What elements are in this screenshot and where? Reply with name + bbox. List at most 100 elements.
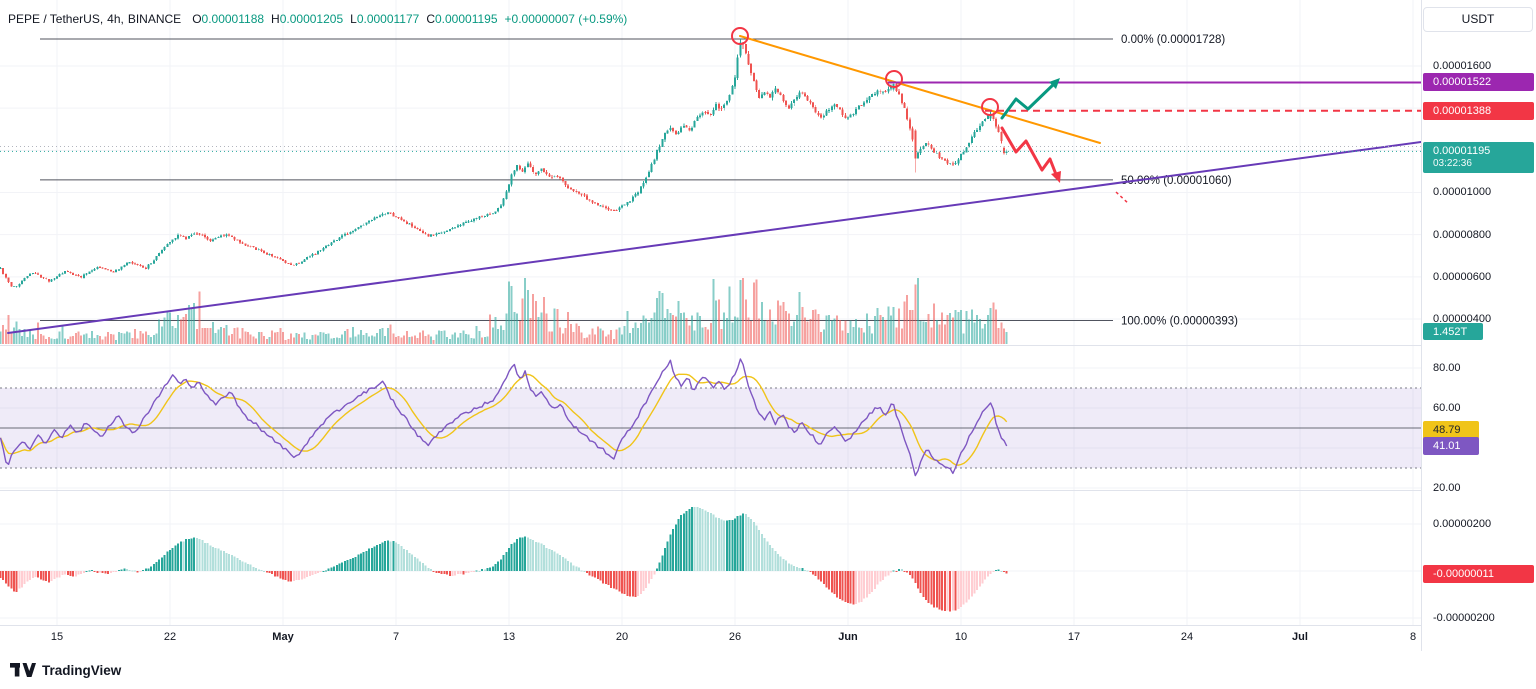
candle-body — [497, 208, 500, 212]
lower-high-circle-1[interactable] — [731, 27, 749, 45]
rsi-line[interactable] — [0, 358, 1008, 477]
volume-bar — [362, 334, 365, 344]
macd-bar — [976, 571, 979, 590]
candle-body — [440, 232, 443, 234]
candle-body — [357, 227, 360, 230]
tradingview-logo-icon[interactable] — [10, 662, 36, 678]
volume-bar — [798, 291, 801, 344]
macd-bar — [109, 571, 112, 574]
macd-bar — [389, 541, 392, 571]
candle-body — [951, 163, 954, 165]
candle-body — [626, 202, 629, 206]
volume-bar — [626, 311, 629, 344]
badge-value: 1.452T — [1433, 325, 1468, 338]
macd-bar — [249, 564, 252, 571]
candle-body — [669, 128, 672, 130]
candle-body — [890, 86, 893, 89]
lower-high-circle-2[interactable] — [885, 70, 903, 88]
tradingview-brand[interactable]: TradingView — [42, 662, 122, 678]
candle-body — [884, 91, 887, 92]
volume-bar — [214, 333, 217, 344]
volume-bar — [333, 338, 336, 344]
macd-bar — [537, 542, 540, 571]
volume-bar — [951, 317, 954, 344]
bullish-scenario-arrow-head[interactable] — [1049, 78, 1060, 89]
candle-body — [720, 108, 723, 110]
macd-bar — [187, 539, 190, 571]
rsi-pane[interactable] — [0, 345, 1421, 490]
volume-bar — [325, 334, 328, 344]
macd-bar — [957, 571, 960, 610]
volume-bar — [758, 318, 761, 344]
interval-label[interactable]: 4h, — [107, 12, 124, 26]
bearish-scenario-arrow[interactable] — [1000, 126, 1059, 179]
candle-body — [279, 258, 282, 260]
volume-bar — [201, 327, 204, 344]
volume-bar — [368, 336, 371, 344]
candle-body — [362, 224, 365, 226]
macd-bar — [814, 571, 817, 576]
macd-bar — [99, 571, 102, 573]
macd-pane[interactable] — [0, 490, 1421, 625]
volume-bar — [599, 328, 602, 344]
time-axis[interactable] — [0, 625, 1421, 651]
volume-bar — [779, 305, 782, 344]
candle-body — [306, 257, 309, 260]
bullish-scenario-arrow[interactable] — [1000, 80, 1058, 120]
price-pane[interactable]: 0.00% (0.00001728)50.00% (0.00001060)100… — [0, 0, 1421, 345]
candle-body — [505, 191, 508, 199]
candle-body — [220, 235, 223, 238]
volume-bar — [101, 339, 104, 344]
candle-body — [7, 277, 10, 283]
volume-bar — [335, 337, 338, 344]
currency-button[interactable]: USDT — [1423, 7, 1533, 32]
candle-body — [1000, 131, 1003, 142]
candle-body — [631, 196, 634, 202]
rsi-ma-line[interactable] — [0, 373, 1008, 466]
volume-bar — [438, 330, 441, 344]
candle-body — [596, 203, 599, 206]
volume-bar — [419, 332, 422, 344]
volume-bar — [276, 332, 279, 344]
macd-bar — [459, 571, 462, 574]
volume-bar — [112, 334, 115, 344]
badge-value: -0.00000011 — [1433, 567, 1494, 580]
volume-bar — [567, 311, 570, 344]
macd-bar — [373, 546, 376, 571]
pane-separator[interactable] — [0, 490, 1536, 491]
candle-body — [898, 91, 901, 95]
candle-body — [954, 163, 957, 165]
lower-high-circle-3[interactable] — [981, 98, 999, 116]
symbol-name[interactable]: PEPE / TetherUS, — [8, 12, 104, 26]
ascending-trendline[interactable] — [7, 141, 1421, 334]
macd-bar — [282, 571, 285, 580]
candle-body — [368, 220, 371, 223]
macd-bar — [583, 570, 586, 572]
volume-bar — [564, 327, 567, 344]
volume-bar — [451, 334, 454, 344]
candle-body — [927, 143, 930, 145]
volume-bar — [298, 334, 301, 344]
volume-bar — [688, 325, 691, 344]
volume-bar — [572, 332, 575, 344]
volume-bar — [80, 335, 83, 344]
macd-bar — [451, 571, 454, 577]
candle-body — [12, 286, 15, 288]
candle-body — [704, 112, 707, 113]
macd-bar — [45, 571, 48, 581]
candle-body — [561, 177, 564, 182]
time-axis-label: 20 — [615, 631, 629, 643]
candle-body — [833, 104, 836, 107]
macd-bar — [64, 571, 67, 575]
macd-bar — [968, 571, 971, 600]
bearish-scenario-arrow-head[interactable] — [1051, 171, 1061, 183]
volume-bar — [690, 315, 693, 344]
pane-separator[interactable] — [0, 345, 1536, 346]
volume-bar — [795, 315, 798, 344]
price-axis-label: 0.00000800 — [1433, 228, 1492, 241]
candle-body — [486, 213, 489, 216]
volume-bar — [316, 335, 319, 344]
descending-trendline[interactable] — [739, 35, 1101, 144]
exchange-label[interactable]: BINANCE — [127, 12, 182, 26]
volume-bar — [448, 338, 451, 344]
